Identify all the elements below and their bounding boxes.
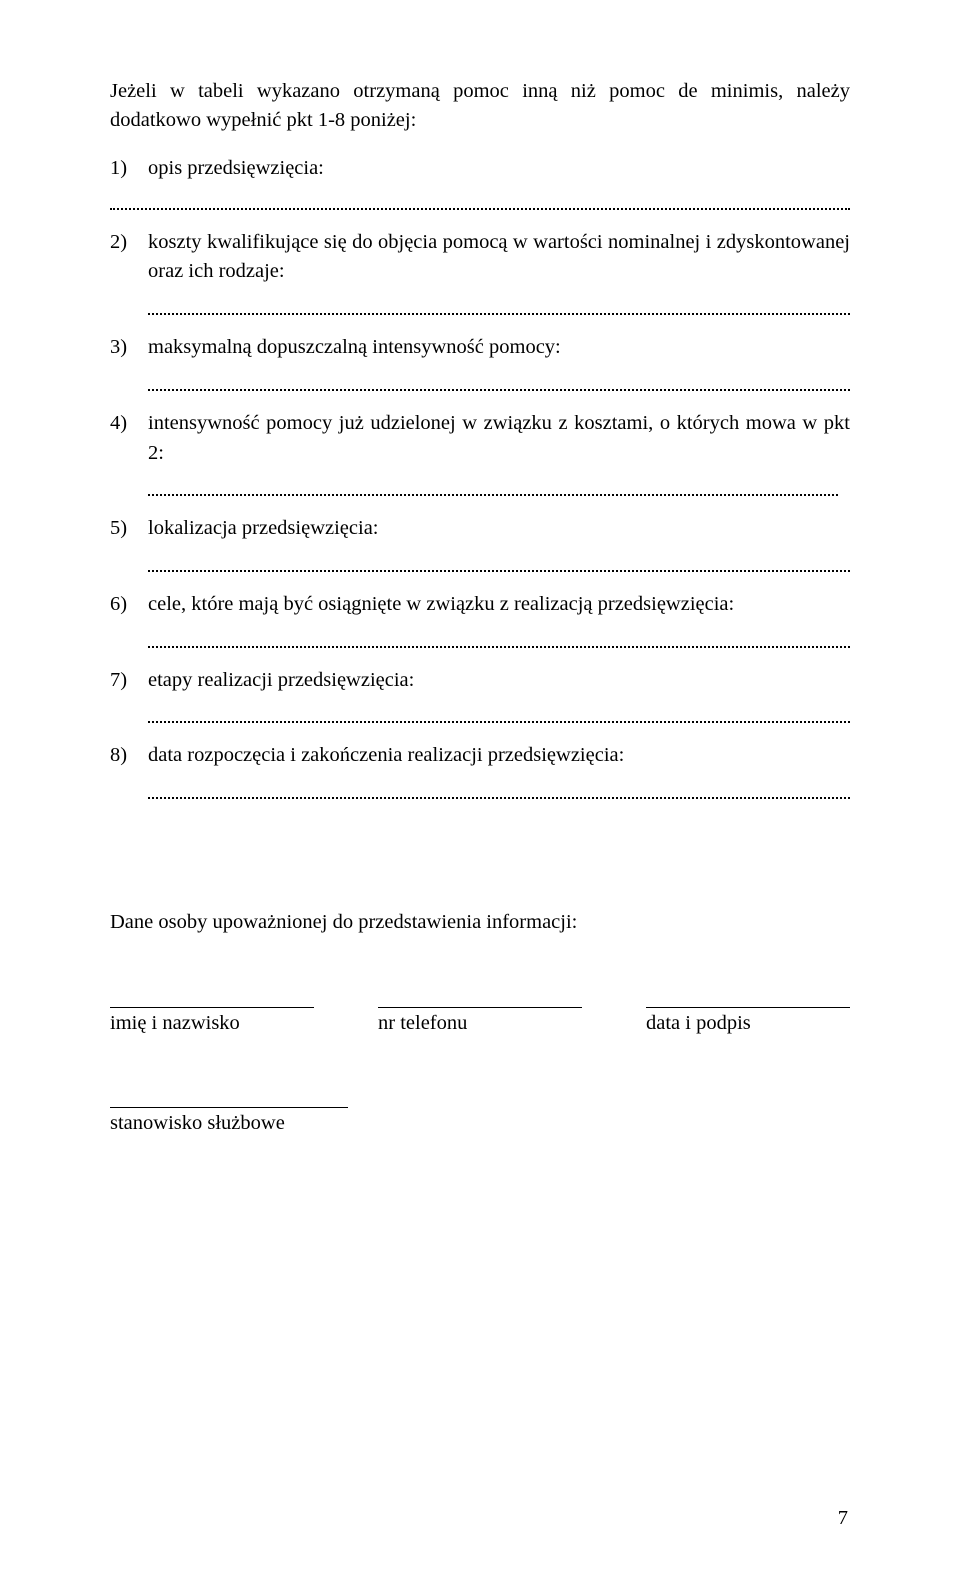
dotted-line	[148, 797, 850, 799]
item-number: 7)	[110, 666, 148, 696]
signature-label: stanowisko służbowe	[110, 1112, 348, 1135]
item-number: 2)	[110, 228, 148, 287]
list-item: 6) cele, które mają być osiągnięte w zwi…	[110, 590, 850, 620]
item-text: data rozpoczęcia i zakończenia realizacj…	[148, 741, 850, 771]
dotted-line	[110, 208, 850, 210]
item-text: etapy realizacji przedsięwzięcia:	[148, 666, 850, 696]
item-number: 8)	[110, 741, 148, 771]
page-number: 7	[838, 1507, 848, 1530]
intro-paragraph: Jeżeli w tabeli wykazano otrzymaną pomoc…	[110, 77, 850, 136]
signature-label: nr telefonu	[378, 1012, 582, 1035]
signature-underline	[646, 1007, 850, 1008]
signature-phone-col: nr telefonu	[378, 1007, 582, 1035]
item-text: intensywność pomocy już udzielonej w zwi…	[148, 409, 850, 468]
dotted-line	[148, 389, 850, 391]
dotted-line	[148, 570, 850, 572]
signature-underline	[110, 1107, 348, 1108]
signature-label: data i podpis	[646, 1012, 850, 1035]
item-number: 4)	[110, 409, 148, 468]
item-number: 6)	[110, 590, 148, 620]
list-item: 4) intensywność pomocy już udzielonej w …	[110, 409, 850, 468]
item-number: 3)	[110, 333, 148, 363]
list-item: 1) opis przedsięwzięcia:	[110, 154, 850, 184]
signature-name-col: imię i nazwisko	[110, 1007, 314, 1035]
signature-underline	[110, 1007, 314, 1008]
list-item: 7) etapy realizacji przedsięwzięcia:	[110, 666, 850, 696]
item-text: cele, które mają być osiągnięte w związk…	[148, 590, 850, 620]
authorized-person-heading: Dane osoby upoważnionej do przedstawieni…	[110, 908, 850, 938]
signature-row: imię i nazwisko nr telefonu data i podpi…	[110, 1007, 850, 1035]
document-page: Jeżeli w tabeli wykazano otrzymaną pomoc…	[0, 0, 960, 1572]
item-text: maksymalną dopuszczalną intensywność pom…	[148, 333, 850, 363]
numbered-list: 1) opis przedsięwzięcia: 2) koszty kwali…	[110, 154, 850, 799]
dotted-line	[148, 313, 850, 315]
item-text: opis przedsięwzięcia:	[148, 154, 850, 184]
list-item: 3) maksymalną dopuszczalną intensywność …	[110, 333, 850, 363]
dotted-line	[148, 721, 850, 723]
dotted-line	[148, 646, 850, 648]
item-text: koszty kwalifikujące się do objęcia pomo…	[148, 228, 850, 287]
signature-underline	[378, 1007, 582, 1008]
item-text: lokalizacja przedsięwzięcia:	[148, 514, 850, 544]
dotted-line	[148, 494, 850, 496]
signature-label: imię i nazwisko	[110, 1012, 314, 1035]
list-item: 5) lokalizacja przedsięwzięcia:	[110, 514, 850, 544]
signature-position-col: stanowisko służbowe	[110, 1107, 348, 1135]
list-item: 2) koszty kwalifikujące się do objęcia p…	[110, 228, 850, 287]
item-number: 5)	[110, 514, 148, 544]
item-number: 1)	[110, 154, 148, 184]
signature-date-col: data i podpis	[646, 1007, 850, 1035]
list-item: 8) data rozpoczęcia i zakończenia realiz…	[110, 741, 850, 771]
